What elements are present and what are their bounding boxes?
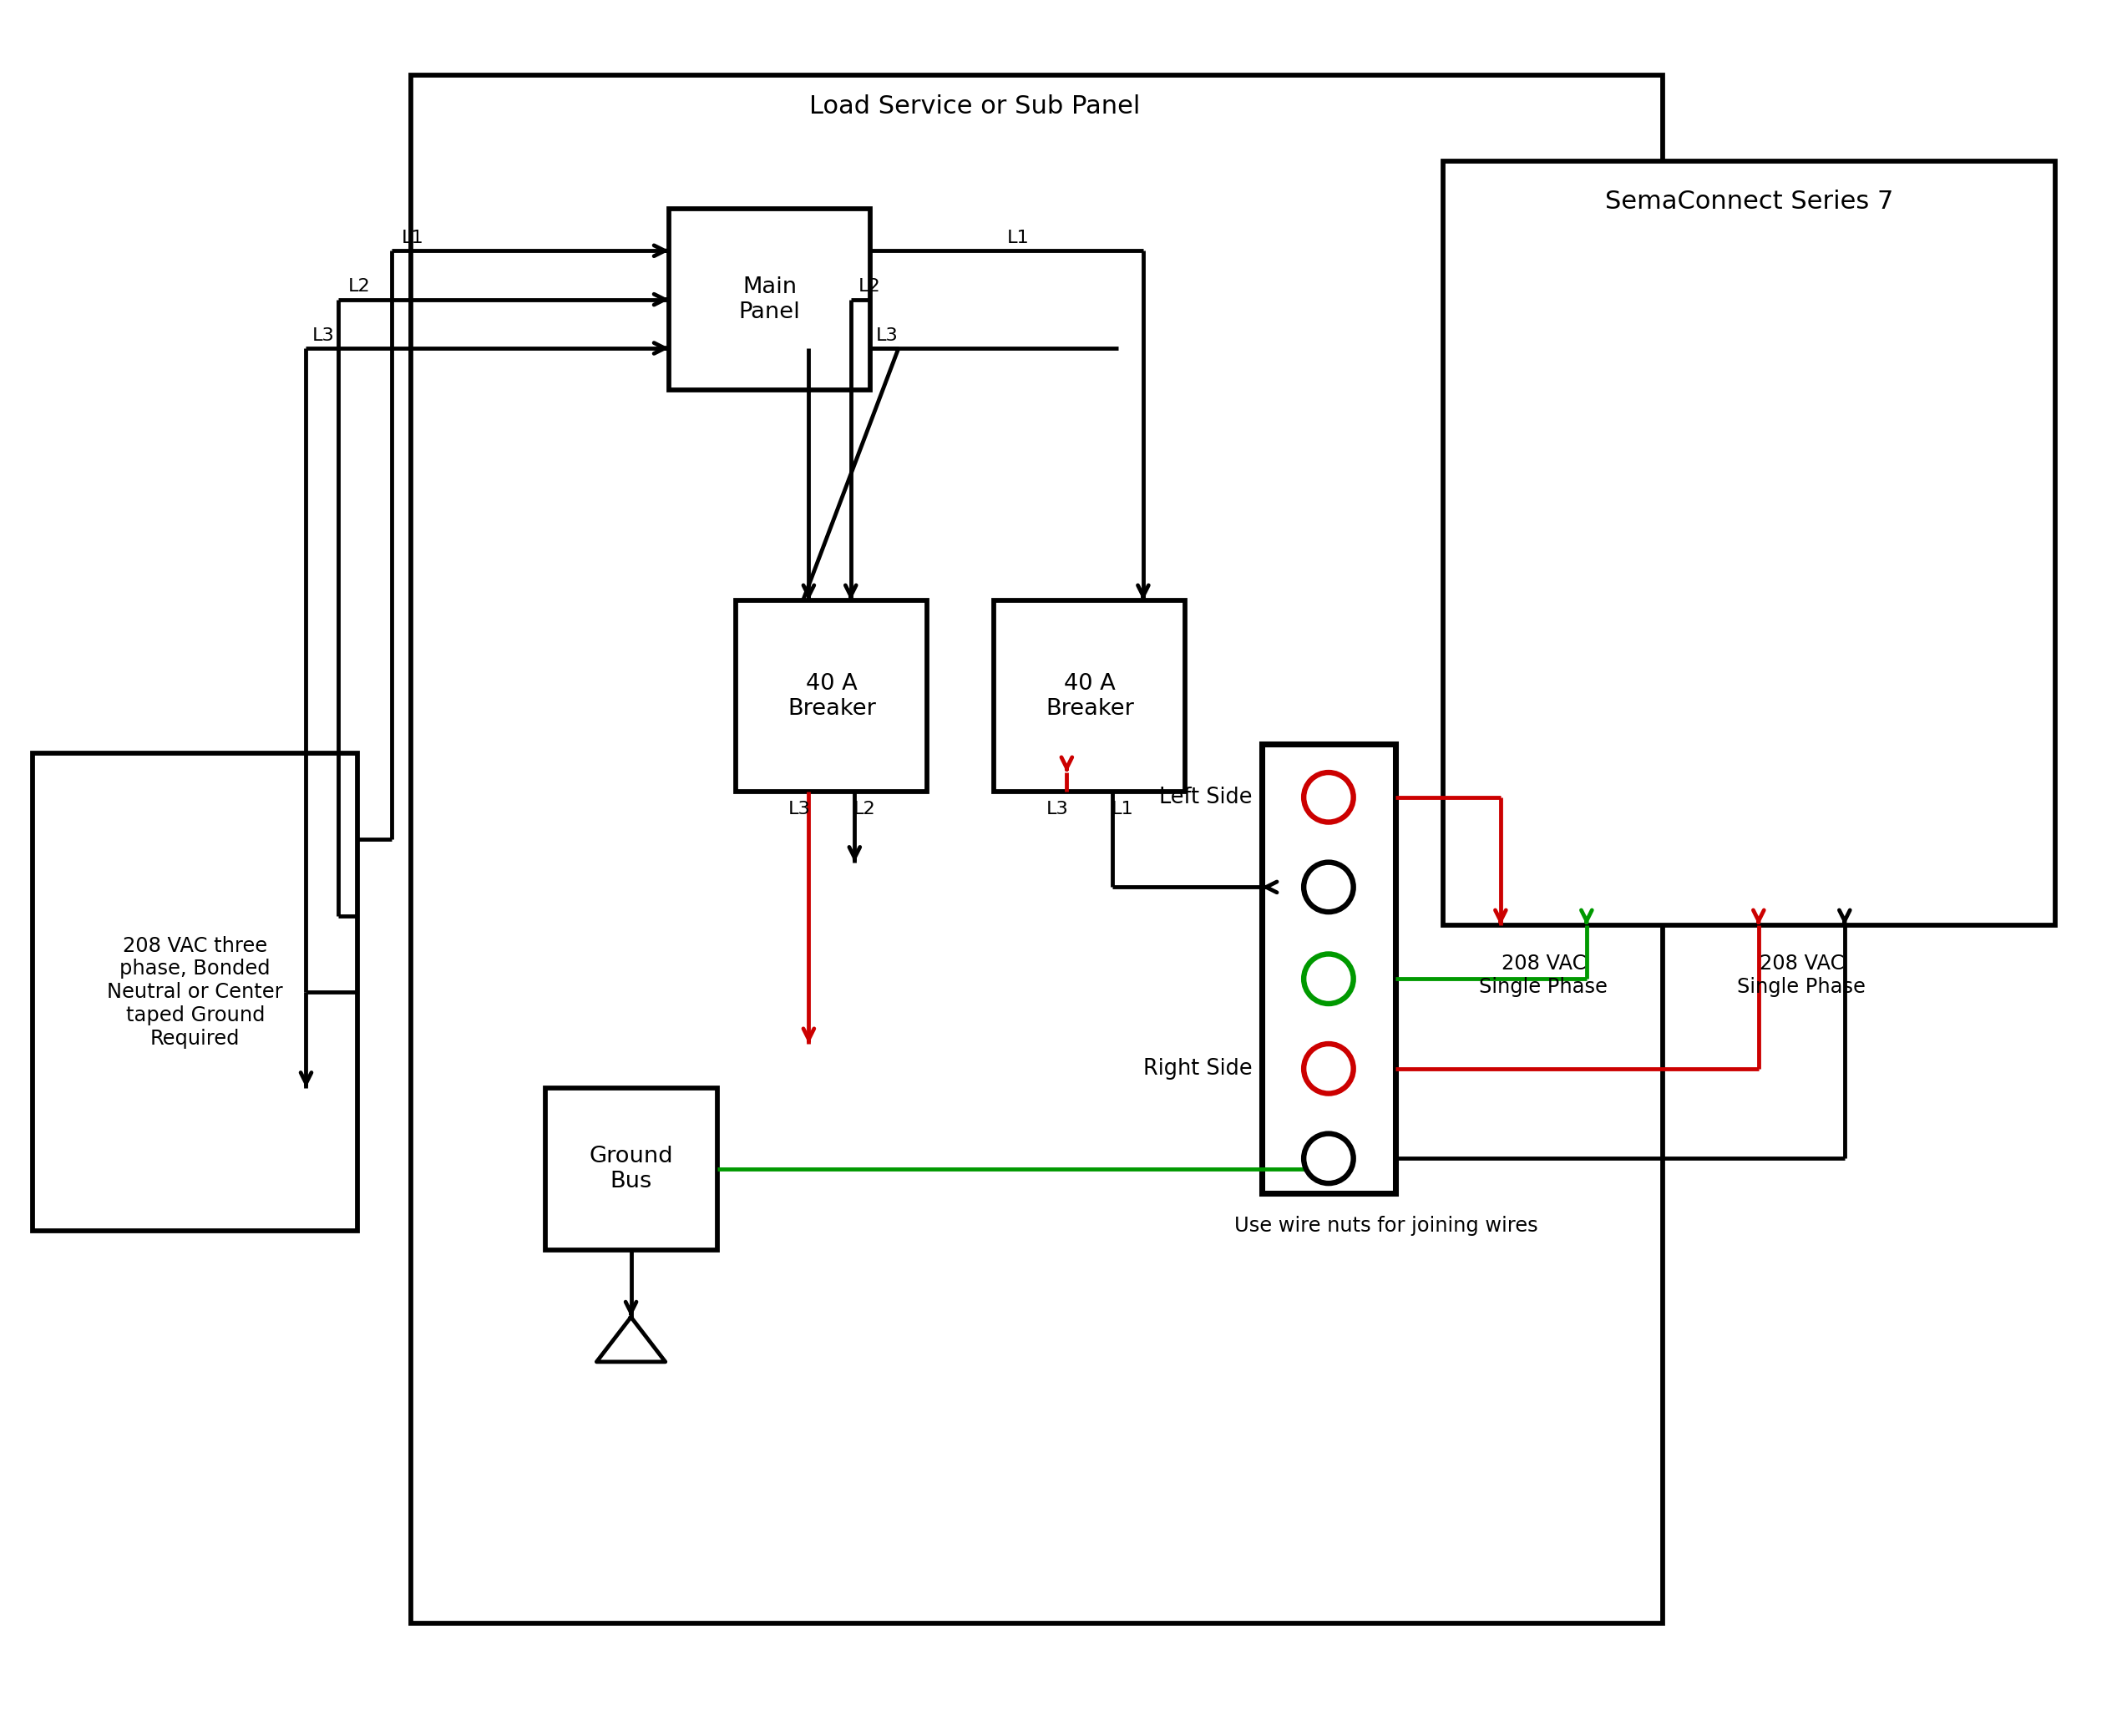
Text: SemaConnect Series 7: SemaConnect Series 7: [1604, 189, 1893, 214]
Text: Load Service or Sub Panel: Load Service or Sub Panel: [808, 94, 1140, 118]
Circle shape: [1303, 955, 1354, 1003]
Text: 208 VAC three
phase, Bonded
Neutral or Center
taped Ground
Required: 208 VAC three phase, Bonded Neutral or C…: [108, 936, 282, 1049]
Bar: [736, 601, 927, 792]
Text: Left Side: Left Side: [1159, 786, 1252, 809]
Bar: [545, 1088, 717, 1250]
Circle shape: [1303, 1134, 1354, 1184]
Text: L1: L1: [1006, 229, 1029, 247]
Text: 208 VAC
Single Phase: 208 VAC Single Phase: [1738, 955, 1865, 996]
Text: L3: L3: [1046, 800, 1067, 818]
Text: L2: L2: [853, 800, 874, 818]
Circle shape: [1303, 863, 1354, 911]
Text: Main
Panel: Main Panel: [738, 276, 800, 323]
Bar: [993, 601, 1186, 792]
Text: L3: L3: [876, 326, 898, 344]
Text: Use wire nuts for joining wires: Use wire nuts for joining wires: [1235, 1215, 1538, 1236]
Text: 40 A
Breaker: 40 A Breaker: [1046, 672, 1133, 719]
Text: L1: L1: [401, 229, 424, 247]
Text: L3: L3: [787, 800, 811, 818]
Text: L2: L2: [348, 278, 371, 295]
Circle shape: [1303, 1043, 1354, 1094]
Text: L3: L3: [312, 326, 333, 344]
Text: L1: L1: [1112, 800, 1133, 818]
Text: L2: L2: [859, 278, 881, 295]
Bar: [1263, 743, 1396, 1193]
Circle shape: [1303, 773, 1354, 823]
Text: 208 VAC
Single Phase: 208 VAC Single Phase: [1479, 955, 1608, 996]
Text: Right Side: Right Side: [1144, 1057, 1252, 1080]
Bar: [412, 75, 1664, 1623]
Bar: [668, 208, 870, 391]
Text: Ground
Bus: Ground Bus: [590, 1146, 673, 1193]
Bar: [32, 753, 359, 1231]
Bar: [1443, 161, 2054, 925]
Text: 40 A
Breaker: 40 A Breaker: [787, 672, 876, 719]
